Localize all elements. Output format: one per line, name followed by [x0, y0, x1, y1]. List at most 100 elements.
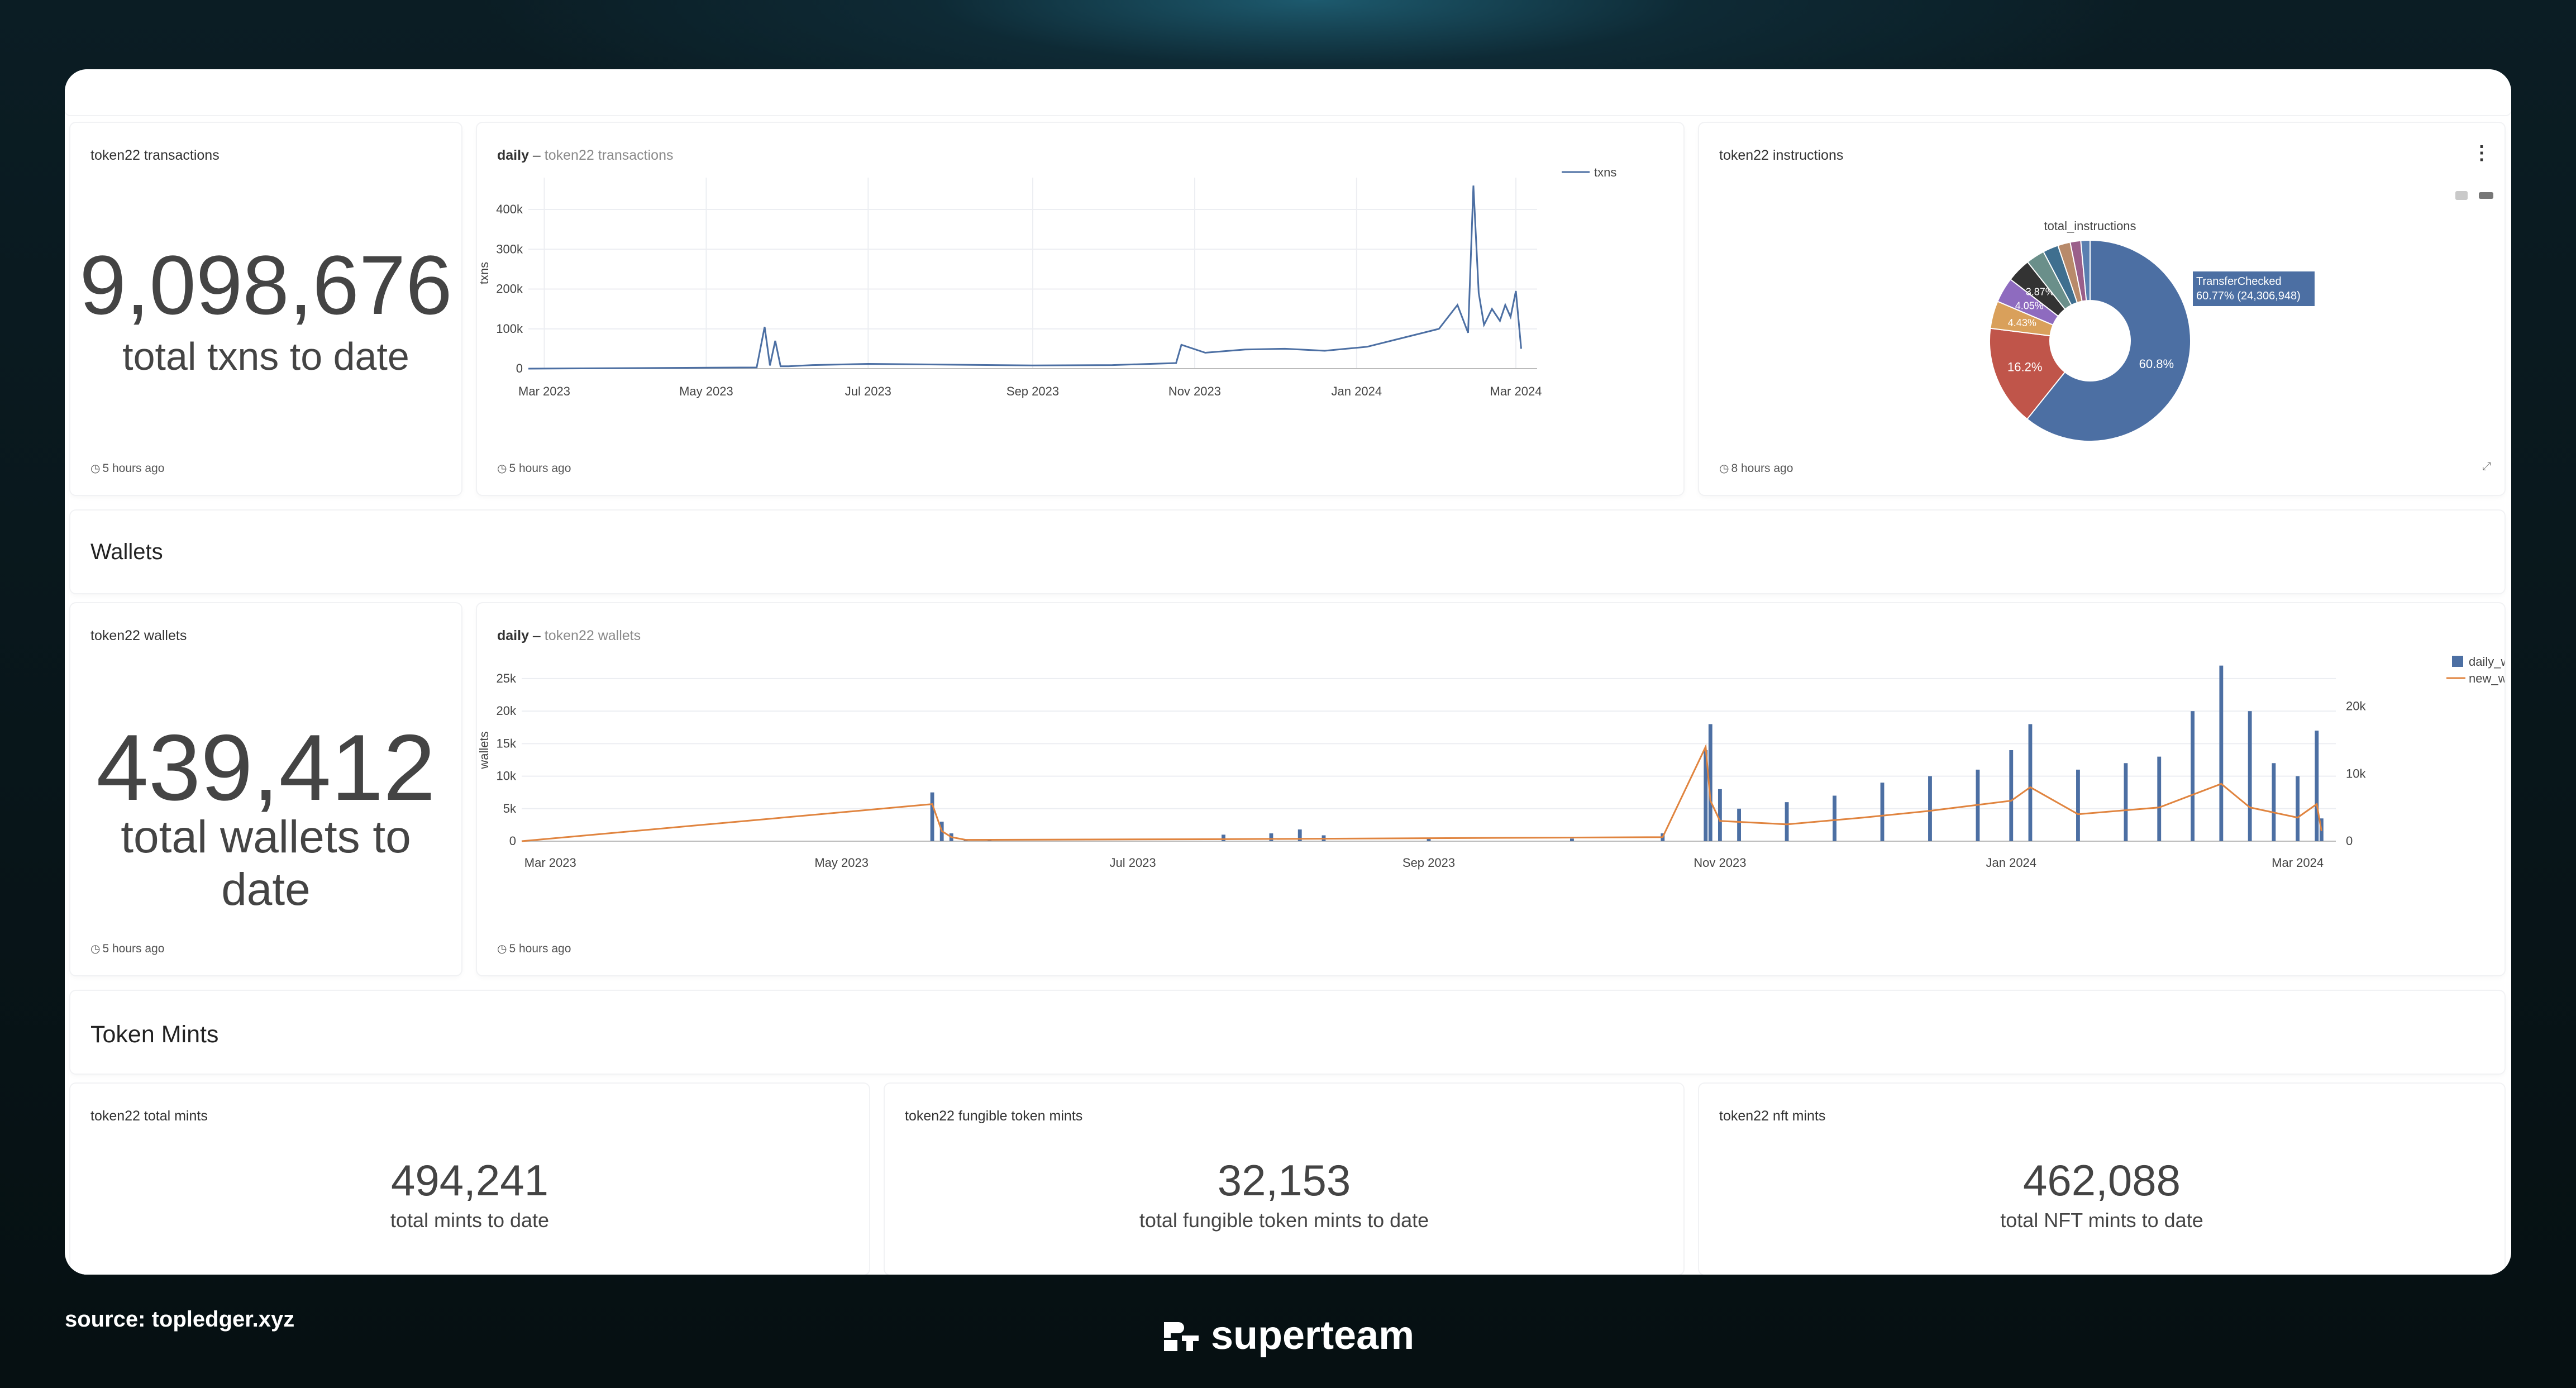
updated-time: ◷ 8 hours ago: [1719, 462, 1793, 475]
section-title: Wallets: [90, 540, 163, 564]
big-number-caption: total NFT mints to date: [2000, 1209, 2203, 1232]
pie-tooltip-value: 60.77% (24,306,948): [2196, 290, 2301, 302]
daily-wallets-bar: [2272, 763, 2276, 841]
x-tick-label: May 2023: [814, 856, 869, 870]
y-tick-label: 200k: [496, 282, 523, 296]
daily-wallets-bar: [1737, 808, 1741, 841]
pie-slice: [1989, 327, 2066, 420]
updated-time: ◷ 5 hours ago: [90, 462, 165, 475]
superteam-logo-icon: [1164, 1322, 1199, 1351]
x-tick-label: May 2023: [679, 384, 733, 398]
legend-label: daily_wallets: [2469, 655, 2505, 669]
daily-txns-chart[interactable]: Mar 2023 May 2023 Jul 2023 Sep 2023 Nov 2023…: [477, 162, 1683, 452]
zoom-icon[interactable]: [2479, 192, 2493, 199]
daily-wallets-bar: [1269, 833, 1273, 841]
big-number-caption: total mints to date: [390, 1209, 550, 1232]
y-tick-label: 15k: [497, 736, 517, 750]
y-tick-label: 25k: [497, 671, 517, 685]
updated-time: ◷ 5 hours ago: [497, 942, 571, 955]
big-number: 494,241: [391, 1156, 548, 1205]
updated-time: ◷ 5 hours ago: [90, 942, 165, 955]
legend-label: new_wallets: [2469, 671, 2505, 685]
panel-title: token22 total mints: [90, 1108, 208, 1124]
x-tick-label: Jan 2024: [1332, 384, 1382, 398]
daily-wallets-bar: [1928, 776, 1932, 841]
legend-label: txns: [1594, 165, 1616, 179]
daily-wallets-bar: [1833, 795, 1836, 841]
daily-wallets-bar: [2248, 711, 2252, 841]
wallets-counter-panel: token22 wallets 439,412 total wallets to…: [70, 603, 461, 975]
daily-wallets-bar: [1704, 750, 1708, 841]
y-tick-label: 5k: [503, 802, 517, 815]
daily-wallets-bar: [1570, 838, 1574, 841]
pie-title: total_instructions: [2044, 219, 2136, 233]
nft-mints-panel: token22 nft mints 462,088 total NFT mint…: [1699, 1084, 2505, 1275]
y-axis-label: txns: [477, 262, 491, 284]
x-tick-label: Mar 2023: [518, 384, 570, 398]
x-tick-label: Mar 2024: [1490, 384, 1542, 398]
daily-wallets-bar: [1427, 838, 1431, 841]
panel-title: token22 fungible token mints: [905, 1108, 1083, 1124]
daily-wallets-bar: [2124, 763, 2128, 841]
brand-name: superteam: [1211, 1313, 1415, 1358]
daily-wallets-chart[interactable]: Mar 2023 May 2023 Jul 2023 Sep 2023 Nov 2023…: [477, 642, 2505, 933]
fungible-mints-panel: token22 fungible token mints 32,153 tota…: [885, 1084, 1683, 1275]
panel-title: token22 wallets: [90, 628, 187, 643]
y2-tick-label: 0: [2346, 834, 2353, 848]
clock-icon: ◷: [90, 462, 101, 475]
daily-wallets-bar: [2296, 776, 2300, 841]
clock-icon: ◷: [497, 943, 507, 955]
daily-wallets-bar: [2191, 711, 2195, 841]
clock-icon: ◷: [1719, 462, 1729, 475]
daily-wallets-bar: [1222, 834, 1225, 841]
x-tick-label: Nov 2023: [1168, 384, 1221, 398]
brand-logo: superteam: [1162, 1313, 1414, 1358]
daily-wallets-bar: [1718, 789, 1722, 841]
x-tick-label: Sep 2023: [1006, 384, 1059, 398]
daily-wallets-bar: [930, 792, 934, 841]
wallets-section-header: Wallets: [70, 511, 2505, 593]
legend-swatch: [2452, 656, 2463, 667]
y2-tick-label: 20k: [2346, 699, 2366, 713]
camera-icon[interactable]: [2455, 191, 2468, 200]
pie-slice: [2026, 239, 2191, 442]
total-mints-panel: token22 total mints 494,241 total mints …: [70, 1084, 869, 1275]
y-tick-label: 10k: [497, 769, 517, 783]
daily-wallets-bar: [2076, 769, 2080, 841]
big-number-caption: total txns to date: [122, 335, 409, 378]
big-number: 9,098,676: [79, 238, 452, 332]
big-number: 439,412: [96, 715, 436, 820]
y-tick-label: 400k: [496, 202, 523, 216]
daily-wallets-bar: [2315, 731, 2319, 841]
big-number: 462,088: [2023, 1156, 2181, 1205]
kebab-menu-icon[interactable]: ⋮: [2472, 142, 2491, 164]
daily-wallets-bar: [1297, 829, 1302, 841]
updated-time: ◷ 5 hours ago: [497, 462, 571, 475]
daily-txns-panel: daily – token22 transactions Mar 2023 May…: [477, 123, 1683, 495]
pie-slice-label: 4.05%: [2015, 300, 2044, 311]
clock-icon: ◷: [497, 462, 507, 475]
txns-series-line: [528, 185, 1522, 370]
y2-tick-label: 10k: [2346, 766, 2366, 780]
source-credit: source: topledger.xyz: [65, 1307, 295, 1332]
y-tick-label: 0: [509, 834, 516, 848]
clock-icon: ◷: [90, 943, 101, 955]
pie-slice-label: 4.43%: [2008, 317, 2036, 328]
daily-wallets-bar: [1880, 783, 1885, 841]
pie-tooltip-title: TransferChecked: [2196, 275, 2282, 288]
daily-wallets-bar: [2009, 750, 2014, 841]
big-number: 32,153: [1217, 1156, 1351, 1205]
new-wallets-line: [521, 743, 2322, 842]
instructions-panel: token22 instructions ⋮ total_instruction…: [1699, 123, 2505, 495]
y-axis-label: wallets: [477, 731, 491, 769]
panel-title: token22 instructions: [1719, 147, 1844, 163]
daily-wallets-bar: [2028, 724, 2033, 841]
x-tick-label: Mar 2024: [2272, 856, 2324, 870]
y-tick-label: 100k: [496, 322, 523, 336]
daily-wallets-bar: [2157, 756, 2162, 841]
expand-icon[interactable]: ⤢: [2482, 460, 2491, 473]
pie-slice-label: 60.8%: [2139, 357, 2174, 371]
panel-title: token22 nft mints: [1719, 1108, 1826, 1124]
token-mints-section-header: Token Mints: [70, 991, 2505, 1074]
instructions-pie-chart[interactable]: total_instructions 60.8% 16.2% 4.43% 4.05% 3.…: [1699, 195, 2505, 464]
